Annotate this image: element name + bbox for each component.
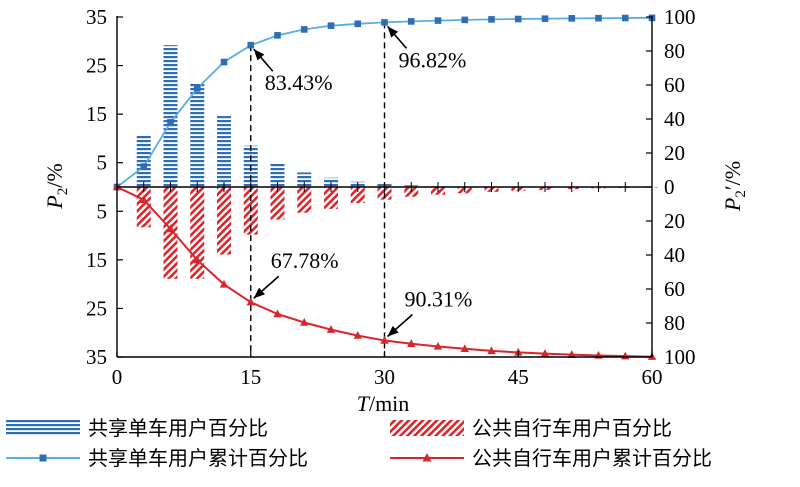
x-tick-label: 60 (642, 365, 663, 389)
annotations: 83.43% 96.82% 67.78% 90.31% (254, 26, 473, 336)
shared-bike-cumulative-point (461, 17, 468, 24)
y-right-tick-label: 80 (664, 311, 685, 335)
shared-bike-cumulative-point (622, 15, 629, 22)
shared-bike-bar (217, 116, 231, 187)
public-bike-bar (217, 187, 231, 255)
y-axis-right-title-var: P (720, 198, 745, 212)
y-axis-left-title-var: P (42, 195, 67, 209)
y-right-tick-label: 100 (664, 5, 696, 29)
shared-bike-bar (190, 83, 204, 187)
shared-bike-cumulative-point (221, 59, 228, 66)
y-axis-right-title-unit: ′/% (720, 161, 745, 190)
y-axis-left-title-unit: /% (42, 163, 67, 187)
y-left-tick-label: 35 (86, 5, 107, 29)
y-left-tick-label: 15 (86, 248, 107, 272)
x-axis-title-unit: /min (369, 391, 409, 416)
y-axis-left-title: P2/% (42, 163, 71, 209)
x-axis-title: T/min (357, 391, 410, 416)
shared-bike-cumulative-point (301, 26, 308, 33)
shared-bike-bar (137, 136, 151, 187)
shared-bike-cumulative-point (542, 15, 549, 22)
y-right-tick-label: 0 (664, 175, 675, 199)
annotation-arrow (388, 26, 407, 48)
shared-bike-cumulative-point (140, 163, 147, 170)
public-bike-bar (164, 187, 178, 279)
shared-bike-cumulative-point (381, 19, 388, 26)
y-right-tick-label: 60 (664, 277, 685, 301)
x-tick-label: 15 (240, 365, 261, 389)
annotation-arrow (254, 276, 279, 298)
annotation-label: 90.31% (405, 287, 473, 312)
y-left-tick-label: 35 (86, 345, 107, 369)
shared-bike-cumulative-point (354, 21, 361, 28)
legend-item: 共享单车用户累计百分比 (6, 446, 308, 470)
x-tick-label: 0 (112, 365, 123, 389)
x-tick-label: 45 (508, 365, 529, 389)
y-left-tick-label: 25 (86, 54, 107, 78)
shared-bike-cumulative-point (274, 32, 281, 39)
shared-bike-cumulative-point (568, 15, 575, 22)
shared-bike-cumulative-point (328, 22, 335, 29)
shared-bike-cumulative-point (167, 119, 174, 126)
legend-swatch-bar (390, 420, 464, 436)
x-tick-label: 30 (374, 365, 395, 389)
shared-bike-cumulative-point (194, 85, 201, 92)
legend-label: 共享单车用户百分比 (88, 416, 268, 440)
annotation-arrow (388, 315, 413, 337)
annotation-label: 96.82% (399, 47, 467, 72)
shared-bike-cumulative-point (408, 18, 415, 25)
legend-label: 共享单车用户累计百分比 (88, 446, 308, 470)
y-right-tick-label: 60 (664, 73, 685, 97)
y-left-tick-label: 25 (86, 296, 107, 320)
y-right-tick-label: 80 (664, 39, 685, 63)
public-bike-bar (137, 187, 151, 227)
shared-bike-cumulative-point (488, 16, 495, 23)
y-left-tick-label: 5 (97, 199, 108, 223)
legend-swatch-marker (40, 455, 47, 462)
y-right-tick-label: 20 (664, 209, 685, 233)
shared-bike-cumulative-point (247, 42, 254, 49)
legend-label: 公共自行车用户百分比 (472, 416, 672, 440)
legend-item: 共享单车用户百分比 (6, 416, 268, 440)
shared-bike-cumulative-point (435, 17, 442, 24)
y-right-tick-label: 40 (664, 243, 685, 267)
shared-bike-cumulative-point (515, 16, 522, 23)
legend-item: 公共自行车用户百分比 (390, 416, 672, 440)
shared-bike-cumulative-point (595, 15, 602, 22)
y-right-tick-label: 20 (664, 141, 685, 165)
y-left-tick-label: 5 (97, 151, 108, 175)
legend-label: 公共自行车用户累计百分比 (472, 446, 712, 470)
y-axis-right-title-sub: 2 (733, 190, 749, 198)
y-left-tick-label: 15 (86, 102, 107, 126)
y-right-tick-label: 40 (664, 107, 685, 131)
y-axis-left-title-sub: 2 (55, 188, 71, 196)
annotation-label: 83.43% (265, 70, 333, 95)
y-axis-right-title: P2′/% (720, 161, 749, 212)
public-bike-cumulative-point (247, 298, 255, 306)
legend-item: 公共自行车用户累计百分比 (390, 446, 712, 470)
y-right-tick-label: 100 (664, 345, 696, 369)
annotation-arrow (254, 49, 273, 71)
annotation-label: 67.78% (271, 248, 339, 273)
legend-swatch-bar (6, 420, 80, 436)
